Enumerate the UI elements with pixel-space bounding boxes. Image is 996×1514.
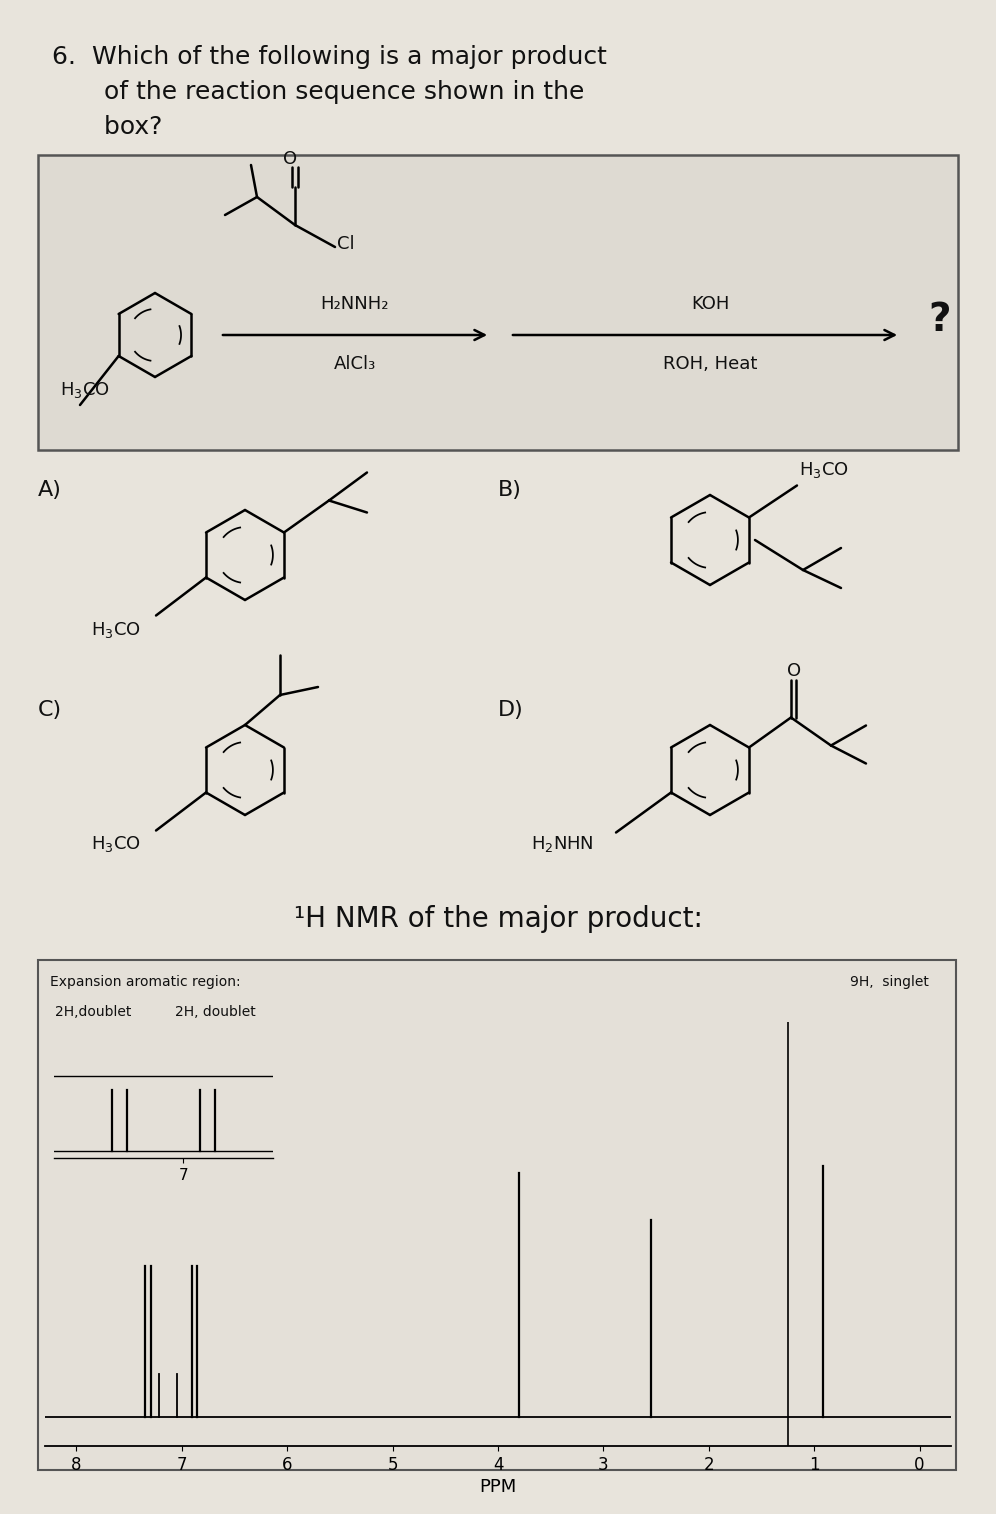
Text: H$_2$NHN: H$_2$NHN xyxy=(531,834,594,854)
Text: box?: box? xyxy=(72,115,162,139)
X-axis label: PPM: PPM xyxy=(479,1478,517,1496)
Text: KOH: KOH xyxy=(691,295,729,313)
Text: ¹H NMR of the major product:: ¹H NMR of the major product: xyxy=(294,905,702,933)
Text: B): B) xyxy=(498,480,522,500)
Text: Cl: Cl xyxy=(337,235,355,253)
Text: of the reaction sequence shown in the: of the reaction sequence shown in the xyxy=(72,80,585,104)
Text: H₂NNH₂: H₂NNH₂ xyxy=(321,295,389,313)
Text: 6.  Which of the following is a major product: 6. Which of the following is a major pro… xyxy=(52,45,607,70)
FancyBboxPatch shape xyxy=(38,154,958,450)
Text: A): A) xyxy=(38,480,62,500)
Text: 9H,  singlet: 9H, singlet xyxy=(850,975,929,989)
Text: O: O xyxy=(787,663,801,680)
Text: C): C) xyxy=(38,699,62,721)
Text: D): D) xyxy=(498,699,524,721)
Text: AlCl₃: AlCl₃ xyxy=(334,354,376,372)
Text: ROH, Heat: ROH, Heat xyxy=(662,354,757,372)
Text: O: O xyxy=(283,150,297,168)
Text: H$_3$CO: H$_3$CO xyxy=(91,619,141,639)
FancyBboxPatch shape xyxy=(38,960,956,1470)
Text: ?: ? xyxy=(928,301,950,339)
Text: 3H, singlet: 3H, singlet xyxy=(380,1120,454,1134)
Text: 2H, singlet: 2H, singlet xyxy=(545,1120,620,1134)
Text: H$_3$CO: H$_3$CO xyxy=(60,380,110,400)
Text: H$_3$CO: H$_3$CO xyxy=(91,834,141,854)
Text: 2H,doublet: 2H,doublet xyxy=(55,1005,131,1019)
Text: 2H, doublet: 2H, doublet xyxy=(175,1005,256,1019)
Text: H$_3$CO: H$_3$CO xyxy=(799,460,849,480)
Text: Expansion aromatic region:: Expansion aromatic region: xyxy=(50,975,241,989)
